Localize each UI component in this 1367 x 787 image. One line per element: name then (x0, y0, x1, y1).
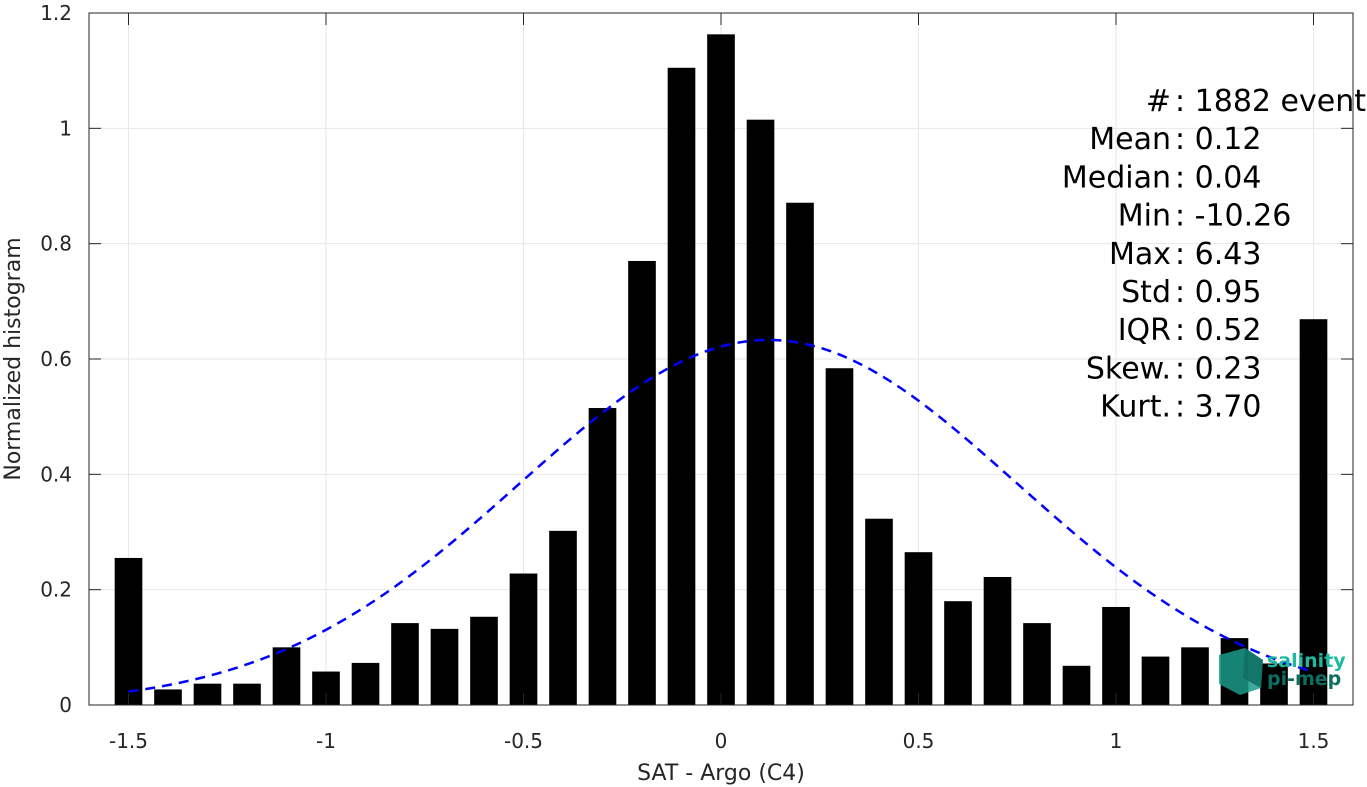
x-tick-label: 1.5 (1298, 729, 1330, 753)
histogram-bar (865, 518, 893, 705)
stat-line: Max: 6.43 (1109, 237, 1261, 272)
histogram-bar (825, 368, 854, 705)
stat-line: Mean: 0.12 (1089, 122, 1261, 157)
salinity-pi-mep-logo: salinity pi-mep (1219, 648, 1346, 695)
x-axis-ticks: -1.5 -1 -0.5 0 0.5 1 1.5 (109, 13, 1329, 753)
x-axis-label: SAT - Argo (C4) (637, 761, 805, 786)
histogram-bar (1260, 663, 1288, 705)
logo-text-pimep: pi-mep (1267, 668, 1341, 690)
x-tick-label: -1 (316, 729, 336, 753)
histogram-bar (509, 573, 538, 705)
y-tick-label: 0.4 (40, 462, 72, 486)
histogram-bar (983, 576, 1012, 705)
histogram-bar (549, 530, 577, 705)
histogram-bar (1181, 647, 1209, 705)
y-axis-label: Normalized histogram (1, 237, 26, 480)
histogram-bar (233, 683, 261, 705)
normal-fit-curve (128, 338, 1314, 693)
y-axis-ticks: 0 0.2 0.4 0.6 0.8 1 1.2 (40, 1, 1353, 717)
stat-line: Kurt.: 3.70 (1100, 390, 1261, 425)
y-tick-label: 1.2 (40, 1, 72, 25)
stat-line: Skew.: 0.23 (1086, 351, 1262, 386)
histogram-bar (114, 557, 143, 705)
histogram-bar (154, 689, 182, 705)
histogram-bar (1299, 319, 1328, 705)
y-tick-label: 0.6 (40, 347, 72, 371)
stat-line: #: 1882 events (1146, 84, 1367, 119)
x-tick-label: 0 (715, 729, 728, 753)
histogram-bar (430, 628, 459, 705)
histogram-bar (746, 119, 775, 705)
y-tick-label: 0 (59, 693, 72, 717)
stat-line: Min: -10.26 (1118, 199, 1292, 234)
histogram-bar (193, 683, 222, 705)
histogram-bar (391, 623, 419, 705)
histogram-bar (707, 34, 735, 705)
x-tick-label: -0.5 (504, 729, 543, 753)
stat-line: IQR: 0.52 (1118, 313, 1262, 348)
histogram-bar (667, 67, 696, 706)
logo-cube-shade (1243, 648, 1263, 688)
histogram-bar (1023, 623, 1051, 705)
histogram-bar (944, 601, 972, 705)
x-tick-label: -1.5 (109, 729, 148, 753)
histogram-bar (588, 408, 617, 705)
histogram-bar (470, 616, 498, 705)
histogram-bar (904, 552, 933, 705)
x-tick-label: 1 (1110, 729, 1123, 753)
histogram-bar (351, 662, 380, 705)
logo-text-salinity: salinity (1267, 650, 1346, 672)
stat-line: Std: 0.95 (1121, 275, 1261, 310)
y-tick-label: 0.2 (40, 578, 72, 602)
y-tick-label: 1 (59, 116, 72, 140)
x-tick-label: 0.5 (903, 729, 935, 753)
stat-line: Median: 0.04 (1062, 160, 1262, 195)
histogram-bar (1062, 665, 1091, 705)
histogram-bar (628, 260, 656, 705)
histogram-bar (272, 647, 301, 705)
histogram-bar (1102, 606, 1130, 705)
histogram-bars (114, 34, 1328, 706)
y-tick-label: 0.8 (40, 232, 72, 256)
histogram-bar (1141, 656, 1170, 705)
histogram-bar (786, 202, 814, 705)
